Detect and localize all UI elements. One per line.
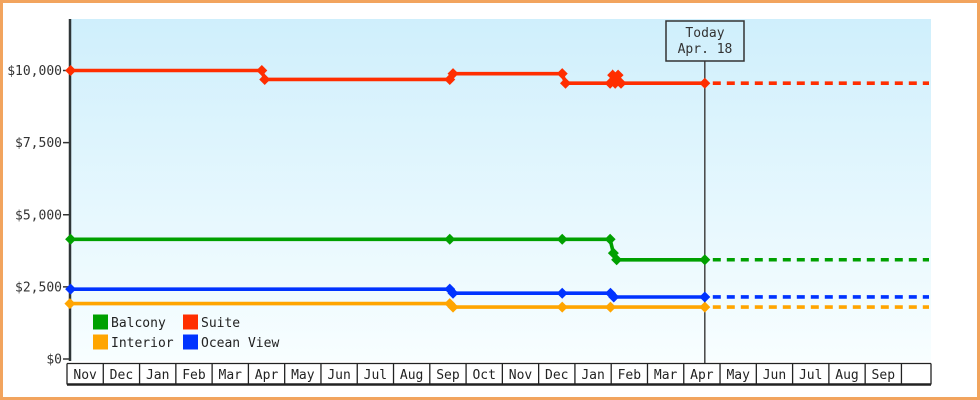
today-box-border (665, 20, 745, 62)
month-label: Jan (146, 368, 169, 383)
y-tick-label: $0 (46, 353, 62, 368)
month-label: May (291, 368, 315, 383)
y-tick-label: $5,000 (15, 208, 62, 223)
month-label: Feb (618, 368, 642, 383)
month-label: Apr (690, 368, 714, 383)
month-label: Mar (219, 368, 243, 383)
legend-label: Suite (201, 316, 240, 331)
data-point-marker (604, 301, 616, 313)
month-label: Dec (110, 368, 133, 383)
legend-label: Balcony (111, 316, 166, 331)
data-point-marker (64, 298, 76, 310)
month-label: Jun (763, 368, 786, 383)
month-label: Aug (835, 368, 858, 383)
chart-plot-area: $0 $2,500 $5,000 $7,500 $10,000 Nov Dec Jan Feb M… (7, 19, 932, 386)
month-label: Jun (327, 368, 350, 383)
month-label: Jan (581, 368, 604, 383)
month-label: Feb (182, 368, 206, 383)
data-point-marker (607, 247, 619, 259)
today-marker-box: Today Apr. 18 (665, 20, 745, 62)
month-axis: Nov Dec Jan Feb Mar Apr May Jun Jul Aug Sep Oct Nov D… (66, 362, 932, 386)
month-label: Sep (872, 368, 896, 383)
data-point-marker (556, 233, 568, 245)
series-balcony (65, 233, 929, 266)
month-label: Jul (364, 368, 387, 383)
legend-swatch (183, 314, 198, 330)
legend: Balcony Suite Interior Ocean View (93, 314, 279, 351)
data-point-marker (556, 68, 568, 80)
data-point-marker (65, 65, 77, 76)
data-point-marker (699, 77, 711, 89)
y-tick-label: $7,500 (15, 136, 62, 151)
month-label: Nov (509, 368, 533, 383)
month-label: May (726, 368, 750, 383)
data-point-marker (699, 301, 711, 313)
data-point-marker (604, 233, 616, 245)
data-point-marker (447, 301, 459, 313)
data-point-marker (256, 65, 268, 76)
data-point-marker (447, 287, 459, 299)
data-point-marker (559, 77, 571, 89)
month-label: Aug (400, 368, 423, 383)
month-label: Nov (73, 368, 97, 383)
data-point-marker (699, 254, 711, 266)
data-point-marker (611, 254, 623, 266)
data-point-marker (556, 301, 568, 313)
today-label-line1: Today (685, 26, 724, 41)
data-point-marker (65, 233, 77, 245)
y-tick-label: $2,500 (15, 280, 62, 295)
data-point-marker (556, 287, 568, 299)
data-point-marker (447, 68, 459, 80)
data-point-marker (608, 291, 620, 303)
month-label: Apr (255, 368, 279, 383)
y-tick-label: $10,000 (7, 64, 62, 79)
today-label-line2: Apr. 18 (678, 42, 733, 57)
data-point-marker (259, 73, 271, 85)
data-point-marker (65, 283, 77, 295)
legend-swatch (183, 334, 198, 350)
legend-label: Interior (111, 336, 174, 351)
series-ocean-view (65, 283, 929, 303)
month-label: Dec (545, 368, 568, 383)
data-point-marker (699, 291, 711, 303)
month-label: Sep (436, 368, 460, 383)
legend-label: Ocean View (201, 336, 279, 351)
data-point-marker (615, 77, 627, 89)
month-label: Jul (799, 368, 822, 383)
series-line (69, 301, 705, 309)
month-label: Mar (654, 368, 678, 383)
series-interior (64, 298, 929, 313)
series-suite (65, 65, 929, 89)
data-point-marker (444, 233, 456, 245)
price-history-chart: $0 $2,500 $5,000 $7,500 $10,000 Nov Dec Jan Feb M… (7, 19, 932, 386)
legend-swatch (93, 334, 108, 350)
month-label: Oct (472, 368, 495, 383)
y-axis: $0 $2,500 $5,000 $7,500 $10,000 (7, 64, 70, 368)
legend-swatch (93, 314, 108, 330)
